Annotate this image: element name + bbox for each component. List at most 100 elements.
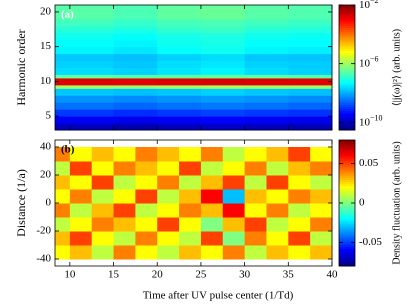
colorbar-swatch <box>339 7 355 10</box>
colorbar-swatch <box>339 98 355 102</box>
tick-exponent: −6 <box>370 54 379 63</box>
colorbar-swatch <box>339 263 355 267</box>
heatmap-cell <box>55 245 71 260</box>
panel-label: (a) <box>61 9 74 21</box>
colorbar-swatch <box>339 30 355 33</box>
colorbar-swatch <box>339 230 355 233</box>
heatmap-cell <box>200 217 224 232</box>
colorbar-swatch <box>339 179 355 183</box>
colorbar-swatch <box>339 19 355 23</box>
panel-label: (b) <box>61 144 75 156</box>
heatmap-cell <box>157 25 202 34</box>
heatmap-cell <box>157 102 202 110</box>
colorbar-swatch <box>339 226 355 229</box>
heatmap-cell <box>244 84 289 89</box>
colorbar-swatch <box>339 236 355 240</box>
colorbar-frame <box>338 4 356 131</box>
heatmap-cell <box>179 245 202 260</box>
colorbar-swatch <box>339 234 355 238</box>
heatmap-cell <box>288 116 333 124</box>
heatmap-cell <box>200 67 246 75</box>
heatmap-cell <box>55 116 115 124</box>
tick-base: 10 <box>359 57 371 69</box>
heatmap-cell <box>288 5 333 13</box>
y-axis-label: Harmonic order <box>14 29 28 105</box>
heatmap-cell <box>55 161 71 176</box>
colorbar-swatch <box>339 146 355 149</box>
colorbar-swatch <box>339 42 355 46</box>
heatmap-cell <box>310 189 333 204</box>
colorbar-swatch <box>339 238 355 242</box>
heatmap-cell <box>157 18 202 27</box>
heatmap-cell <box>244 123 289 131</box>
heatmap-cell <box>200 102 246 110</box>
colorbar-swatch <box>339 121 355 125</box>
heatmap-cell <box>135 175 158 190</box>
heatmap-cell <box>310 175 333 190</box>
heatmap-cell <box>157 161 180 176</box>
colorbar-tick-label: 0 <box>359 197 365 209</box>
heatmap-cell <box>222 245 246 260</box>
colorbar-swatch <box>339 15 355 18</box>
heatmap-cell <box>55 46 115 55</box>
colorbar-swatch <box>339 71 355 75</box>
colorbar-swatch <box>339 88 355 91</box>
colorbar-swatch <box>339 123 355 127</box>
heatmap-cell <box>157 46 202 55</box>
heatmap-cell <box>113 5 158 13</box>
heatmap-cell <box>288 32 333 41</box>
colorbar-swatch <box>339 140 355 143</box>
colorbar-swatch <box>339 50 355 54</box>
heatmap-cell <box>135 189 158 204</box>
heatmap-cell <box>244 95 289 103</box>
y-tick-label: 10 <box>40 75 52 87</box>
colorbar-swatch <box>339 57 355 60</box>
heatmap-cell <box>310 161 333 176</box>
heatmap-cell <box>266 189 289 204</box>
heatmap-cell <box>157 123 202 131</box>
heatmap-cell <box>113 25 158 34</box>
heatmap-cell <box>288 84 333 89</box>
heatmap-cell <box>55 88 115 96</box>
heatmap-cell <box>244 67 289 75</box>
x-axis-label: Time after UV pulse center (1/Td) <box>143 290 294 302</box>
colorbar-swatch <box>339 102 355 106</box>
colorbar-swatch <box>339 261 355 265</box>
heatmap-cell <box>200 203 224 218</box>
heatmap-cell <box>157 11 202 20</box>
heatmap-cell <box>200 53 246 62</box>
heatmap-cell <box>55 74 115 79</box>
heatmap-cell <box>69 189 93 204</box>
heatmap-cell <box>157 231 180 246</box>
heatmap-cell <box>55 39 115 48</box>
colorbar-swatch <box>339 156 355 160</box>
colorbar-swatch <box>339 69 355 73</box>
tick-exponent: −10 <box>370 113 383 122</box>
heatmap-cell <box>266 161 289 176</box>
heatmap-cell <box>55 84 115 89</box>
colorbar-swatch <box>339 205 355 208</box>
heatmap-cell <box>157 147 180 162</box>
heatmap-cell <box>135 231 158 246</box>
colorbar-swatch <box>339 46 355 50</box>
heatmap-cell <box>200 77 246 86</box>
heatmap-cell <box>113 102 158 110</box>
heatmap-cell <box>200 109 246 117</box>
colorbar-swatch <box>339 245 355 248</box>
heatmap-cell <box>288 74 333 79</box>
heatmap-cell <box>244 231 267 246</box>
heatmap-cell <box>244 32 289 41</box>
heatmap-cell <box>310 203 333 218</box>
heatmap-cell <box>288 102 333 110</box>
colorbar-swatch <box>339 240 355 244</box>
colorbar-swatch <box>339 207 355 210</box>
heatmap-cell <box>157 245 180 260</box>
colorbar-swatch <box>339 217 355 221</box>
x-tick-label: 40 <box>327 269 339 281</box>
tick-base: 10 <box>359 0 371 11</box>
heatmap-cell <box>179 175 202 190</box>
y-tick-label: 0 <box>46 197 52 209</box>
heatmap-cell <box>200 189 224 204</box>
heatmap-cell <box>113 203 136 218</box>
heatmap-cell <box>157 32 202 41</box>
